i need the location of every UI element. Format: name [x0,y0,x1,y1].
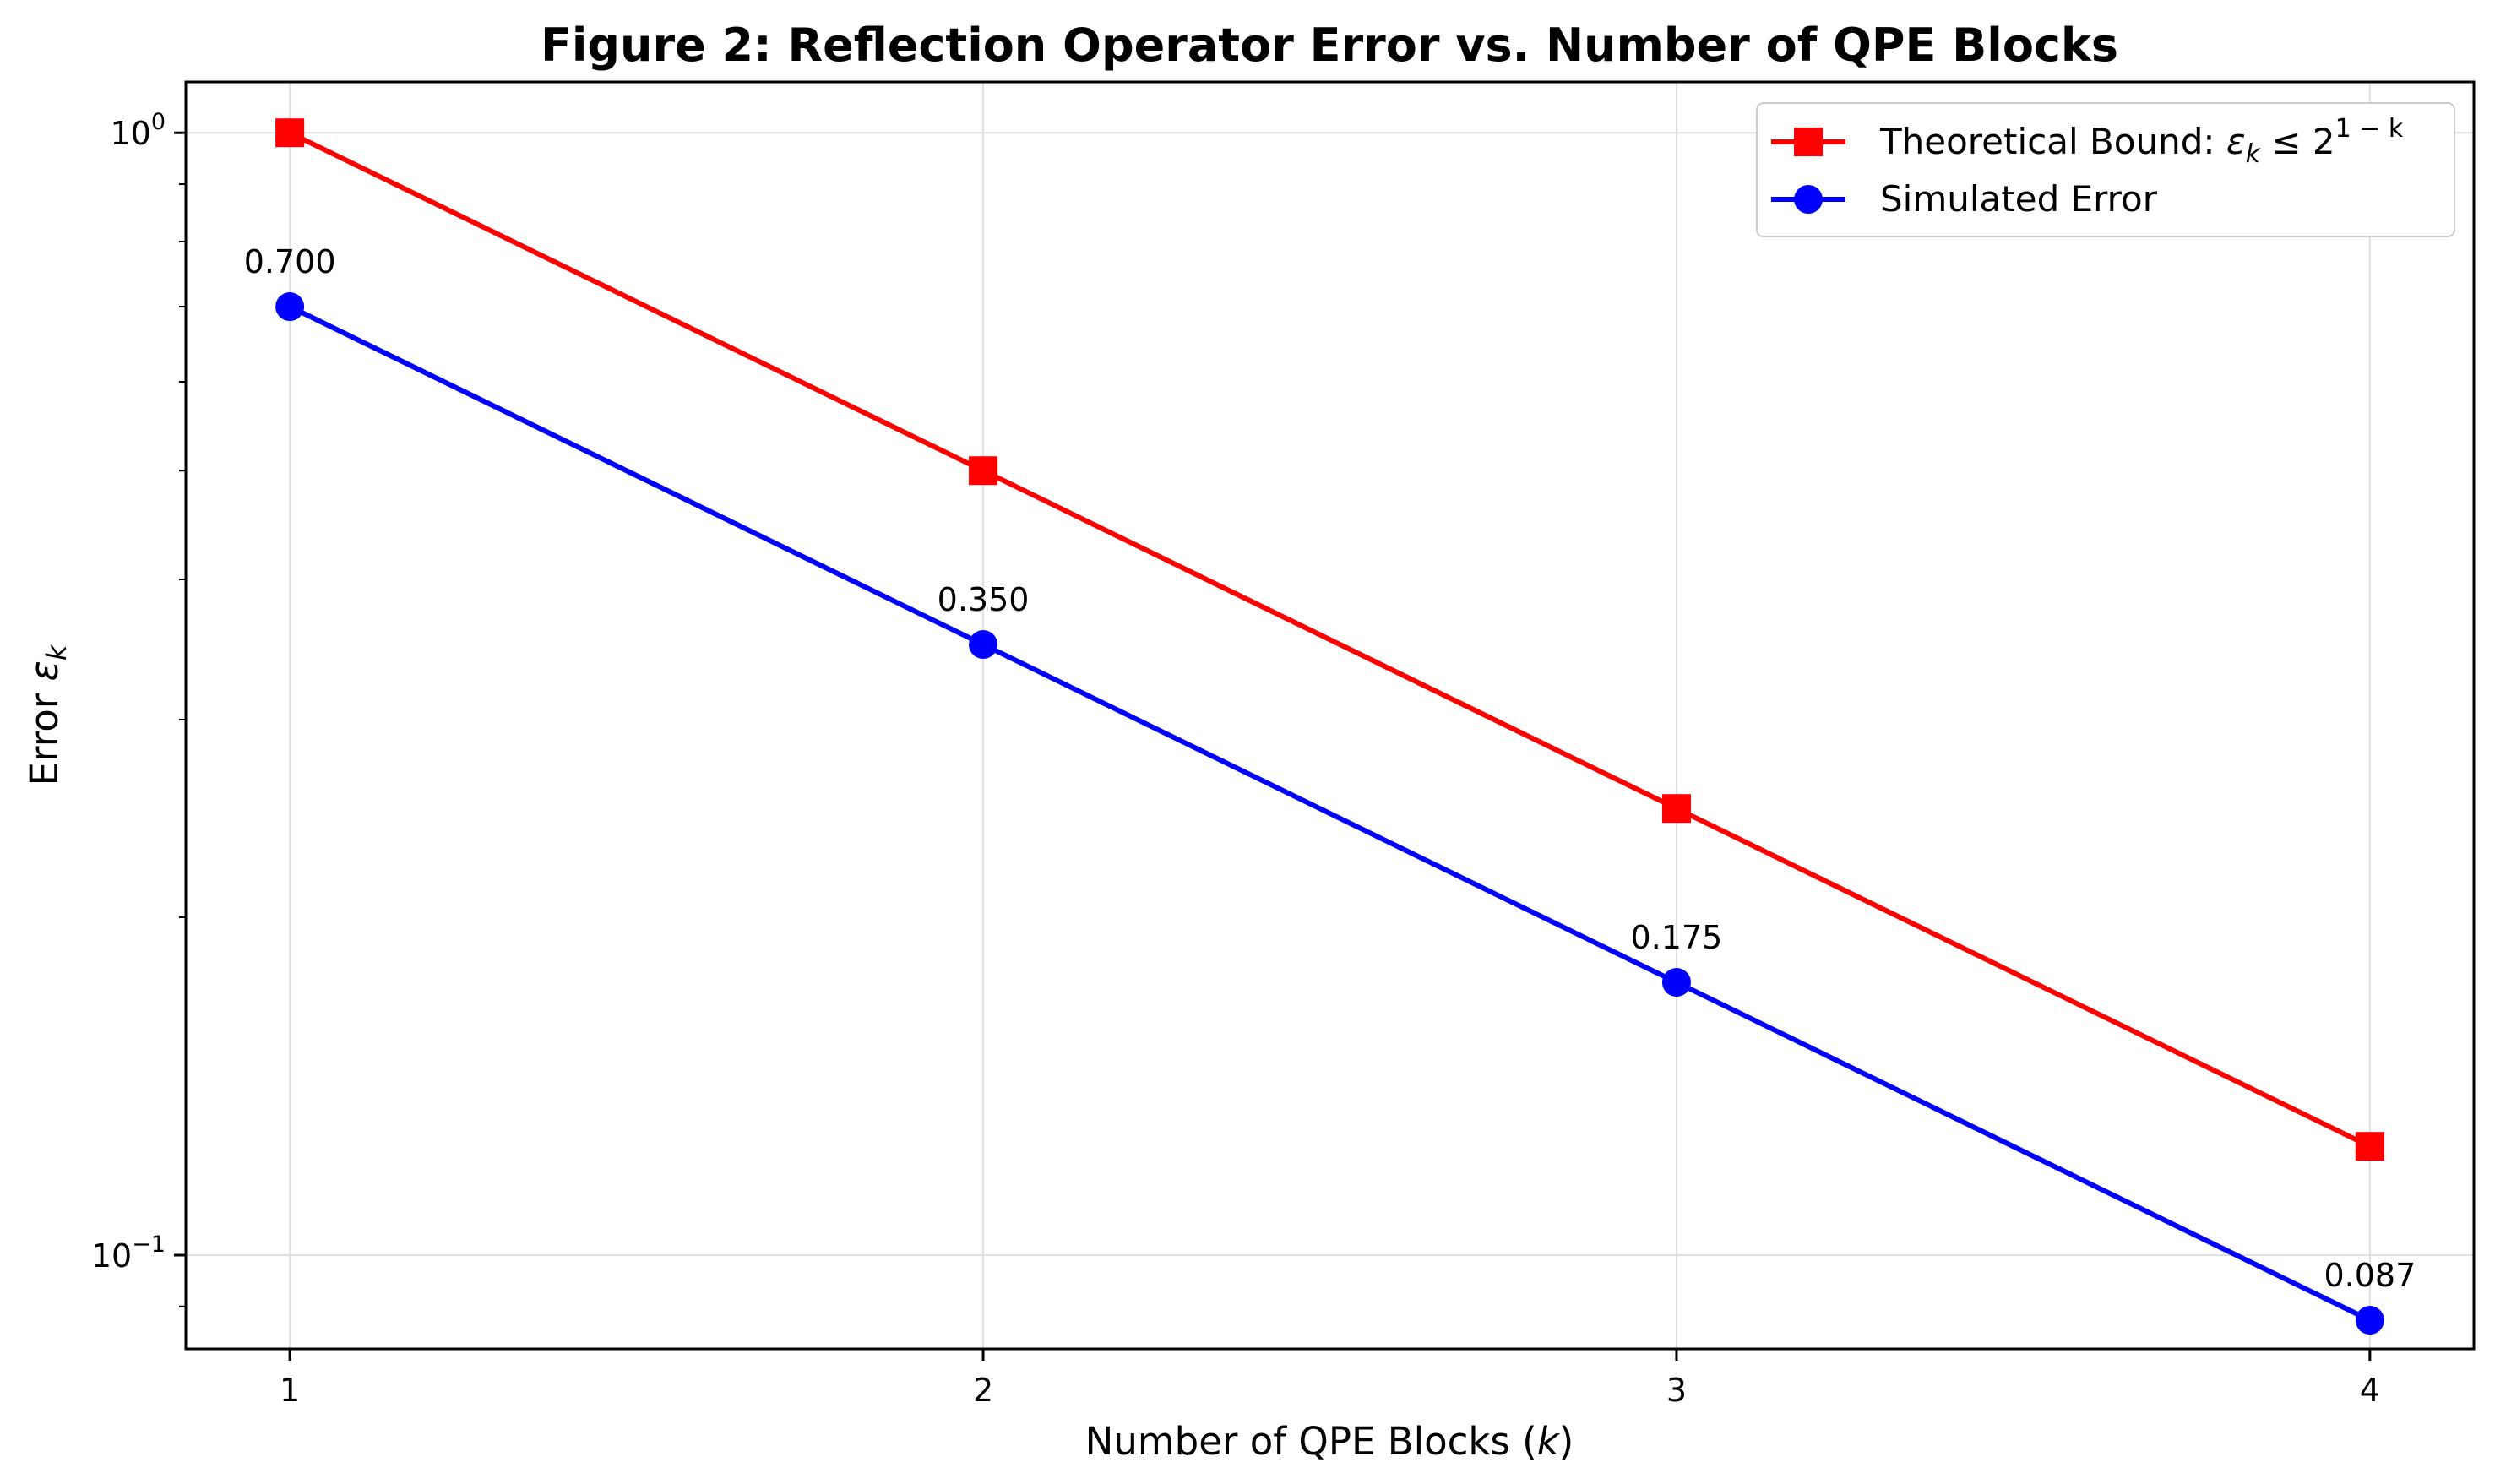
series-line [288,130,2372,1149]
data-marker-circle [969,630,998,660]
data-marker-circle [275,292,305,322]
legend-label-theoretical-name: Theoretical Bound: [1879,121,2226,162]
legend-label-theoretical-rel: ≤ 2 [2260,121,2335,162]
data-marker-square [2355,1132,2384,1161]
y-tick-label-exponent: −1 [132,1231,166,1258]
data-label: 0.700 [244,243,336,280]
legend-label-theoretical-sup: 1 − k [2335,114,2404,144]
legend-label-theoretical-sub: k [2246,139,2262,169]
y-tick-label-exponent: 0 [151,109,166,135]
data-label: 0.087 [2324,1257,2416,1294]
y-tick-label-base: 10 [91,1237,132,1275]
y-axis-label-var: ε [22,660,67,681]
legend: Theoretical Bound: εk ≤ 21 − k Simulated… [1756,102,2455,237]
x-tick-label: 3 [1666,1372,1687,1409]
x-axis-label: Number of QPE Blocks (k) [1085,1419,1574,1464]
legend-label-theoretical-var: ε [2226,121,2246,162]
series-layer: 0.700 0.350 0.175 0.087 [244,118,2416,1335]
legend-marker-circle [1794,185,1823,214]
x-tick-label: 1 [280,1372,300,1409]
x-tick-label: 2 [973,1372,993,1409]
data-marker-circle [2355,1306,2384,1335]
plot-area [184,80,2476,1351]
chart-title: Figure 2: Reflection Operator Error vs. … [541,19,2118,72]
data-marker-square [969,456,998,486]
y-tick-label-base: 10 [110,115,150,152]
y-tick-label: 100 [110,109,166,152]
x-tick-label: 4 [2360,1372,2380,1409]
y-axis-label-text: Error [22,681,67,785]
data-marker-square [1661,794,1691,824]
data-label: 0.350 [938,581,1030,618]
data-marker-square [275,118,305,148]
x-axis-label-close: ) [1559,1419,1574,1464]
y-axis-label: Error εk [22,644,73,785]
legend-label-simulated: Simulated Error [1880,178,2158,220]
x-axis-label-text: Number of QPE Blocks ( [1085,1419,1537,1464]
data-label: 0.175 [1631,919,1723,956]
legend-marker-square [1794,128,1823,156]
y-axis-label-sub: k [41,644,73,660]
legend-label-theoretical: Theoretical Bound: εk ≤ 21 − k [1879,114,2404,169]
legend-frame [1756,102,2455,237]
y-tick-label: 10−1 [91,1231,166,1275]
x-axis-label-var: k [1537,1419,1561,1464]
data-marker-circle [1661,968,1691,997]
grid [186,82,2474,1349]
series-line [288,304,2372,1323]
